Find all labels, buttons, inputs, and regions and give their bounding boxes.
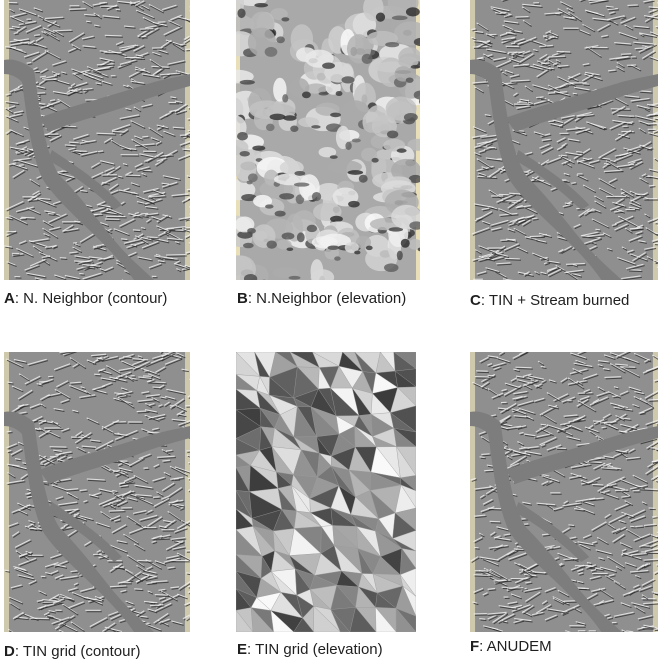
caption-a-text: : N. Neighbor (contour) [14,290,168,307]
caption-d-letter: D [4,643,15,660]
caption-c: C: TIN + Stream burned [470,292,629,310]
caption-d-text: : TIN grid (contour) [14,643,141,660]
hillshade-map-d [4,352,190,632]
caption-f: F: ANUDEM [470,638,552,656]
caption-b-letter: B [237,290,248,307]
caption-e-text: : TIN grid (elevation) [247,641,383,658]
caption-c-text: : TIN + Stream burned [480,292,630,309]
hillshade-map-a [4,0,190,280]
hillshade-map-c [470,0,658,280]
caption-a: A: N. Neighbor (contour) [4,290,167,308]
hillshade-map-f [470,352,658,632]
hillshade-map-b [236,0,420,280]
caption-a-letter: A [4,290,15,307]
caption-e: E: TIN grid (elevation) [237,641,383,659]
caption-e-letter: E [237,641,248,658]
relief-image [470,0,658,280]
relief-image [4,0,190,280]
caption-b-text: : N.Neighbor (elevation) [247,290,407,307]
caption-d: D: TIN grid (contour) [4,643,140,661]
caption-c-letter: C [470,292,481,309]
caption-b: B: N.Neighbor (elevation) [237,290,406,308]
relief-image [4,352,190,632]
caption-f-text: : ANUDEM [479,638,552,655]
hillshade-map-e [236,352,416,632]
relief-image [236,352,416,632]
caption-f-letter: F [470,638,480,655]
relief-image [470,352,658,632]
relief-image [236,0,420,280]
